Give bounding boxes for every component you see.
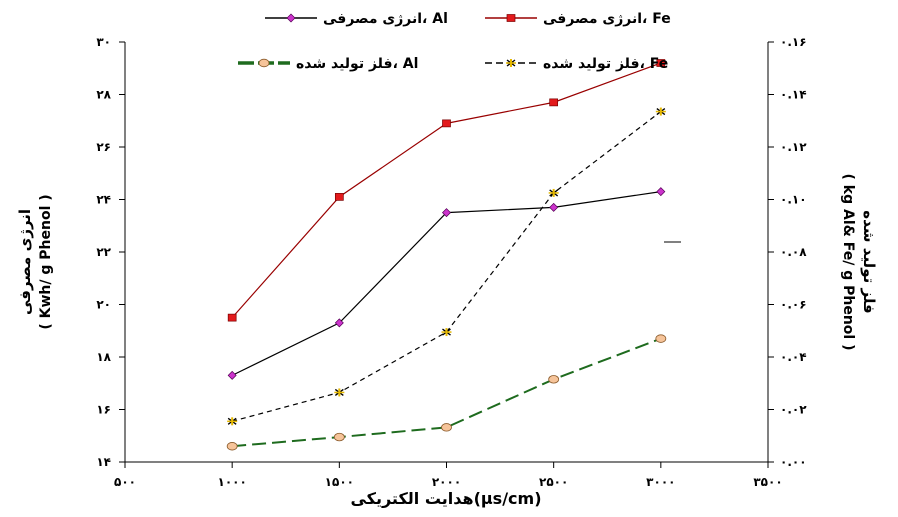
- legend-label: انرژی مصرفی، Fe: [543, 11, 671, 27]
- legend-marker: [506, 59, 516, 67]
- series-fe-energy: [227, 59, 666, 322]
- y-left-tick-label: ۳۰: [96, 35, 111, 49]
- data-point-al-metal: [226, 442, 238, 451]
- legend-item-fe-metal: فلز تولید شده، Fe: [485, 56, 668, 72]
- y-right-tick-label: ۰.۱۲: [780, 140, 807, 154]
- y-left-tick-label: ۱۶: [96, 403, 111, 417]
- data-point-fe-energy: [334, 193, 344, 201]
- x-tick-label: ۳۰۰۰: [646, 475, 675, 489]
- y-right-tick-label: ۰.۰۶: [780, 298, 807, 312]
- y-left-tick-label: ۲۸: [96, 88, 111, 102]
- x-axis-title: هدایت الکتریکی(µs/cm): [350, 489, 541, 508]
- axes: [124, 42, 769, 463]
- series-line-al-metal: [232, 337, 662, 448]
- data-point-fe-energy: [227, 313, 237, 322]
- x-tick-label: ۵۰۰: [114, 475, 136, 489]
- data-point-al-energy: [227, 370, 237, 380]
- series-line-fe-energy: [231, 62, 662, 319]
- data-point-fe-energy: [442, 119, 451, 128]
- data-point-fe-metal: [334, 388, 345, 397]
- y-axis-left-title-group: انرژی مصرفی ( Kwh/ g Phenol ): [16, 194, 54, 329]
- x-tick-label: ۲۰۰۰: [432, 475, 461, 489]
- y-right-tick-label: ۰.۱۶: [780, 35, 807, 49]
- legend-item-al-energy: انرژی مصرفی، Al: [265, 11, 448, 27]
- series-fe-metal: [227, 107, 666, 426]
- x-tick-label: ۳۵۰۰: [753, 475, 782, 489]
- legend-marker: [258, 58, 270, 68]
- y-right-tick-label: ۰.۰۸: [780, 245, 807, 259]
- data-point-al-energy: [334, 318, 344, 328]
- data-point-fe-metal: [548, 188, 559, 197]
- y-left-tick-label: ۱۸: [96, 350, 111, 364]
- data-point-al-metal: [333, 432, 345, 442]
- data-point-fe-metal: [441, 328, 452, 337]
- data-point-al-metal: [548, 375, 560, 384]
- y-right-tick-label: ۰.۱۴: [780, 88, 807, 102]
- y-left-tick-label: ۱۴: [96, 455, 111, 469]
- series-al-metal: [226, 334, 667, 451]
- data-point-fe-energy: [656, 59, 666, 67]
- y-axis-left-title: انرژی مصرفی: [16, 209, 34, 315]
- data-point-al-energy: [656, 187, 666, 197]
- x-tick-label: ۱۵۰۰: [325, 475, 354, 489]
- data-point-fe-metal: [655, 107, 666, 116]
- y-left-tick-label: ۲۲: [96, 245, 111, 259]
- y-axis-right-unit: ( kg Al& Fe/ g Phenol ): [840, 174, 856, 351]
- y-right-tick-label: ۰.۰۲: [780, 403, 807, 417]
- x-tick-label: ۱۰۰۰: [218, 475, 247, 489]
- y-right-tick-label: ۰.۱۰: [780, 193, 807, 207]
- x-tick-label: ۲۵۰۰: [539, 475, 568, 489]
- y-left-tick-label: ۲۰: [96, 298, 111, 312]
- data-point-al-energy: [549, 202, 559, 212]
- data-point-al-energy: [442, 208, 451, 218]
- y-axis-right-title: فلز تولید شده: [860, 210, 878, 313]
- y-right-tick-label: ۰.۰۰: [780, 455, 807, 469]
- y-left-tick-label: ۲۶: [96, 140, 111, 154]
- data-point-fe-metal: [227, 417, 238, 426]
- data-point-fe-energy: [549, 98, 559, 107]
- legend-label: انرژی مصرفی، Al: [323, 11, 448, 27]
- y-axis-left-unit: ( Kwh/ g Phenol ): [38, 194, 54, 329]
- data-point-al-metal: [441, 423, 452, 432]
- data-point-al-metal: [655, 334, 667, 343]
- legend-item-al-metal: فلز تولید شده، Al: [238, 56, 418, 72]
- legend-label: فلز تولید شده، Fe: [543, 56, 668, 72]
- series-al-energy: [227, 187, 666, 380]
- legend-marker: [286, 13, 296, 23]
- series-line-fe-metal: [232, 111, 662, 422]
- legend-item-fe-energy: انرژی مصرفی، Fe: [485, 11, 671, 27]
- legend-label: فلز تولید شده، Al: [296, 56, 418, 72]
- legend-marker: [506, 14, 516, 22]
- y-right-tick-label: ۰.۰۴: [780, 350, 807, 364]
- y-left-tick-label: ۲۴: [96, 193, 111, 207]
- series-line-al-energy: [231, 191, 661, 376]
- y-axis-right-title-group: فلز تولید شده ( kg Al& Fe/ g Phenol ): [840, 174, 878, 351]
- legend: انرژی مصرفی، Fe انرژی مصرفی، Al فلز تولید …: [238, 11, 671, 72]
